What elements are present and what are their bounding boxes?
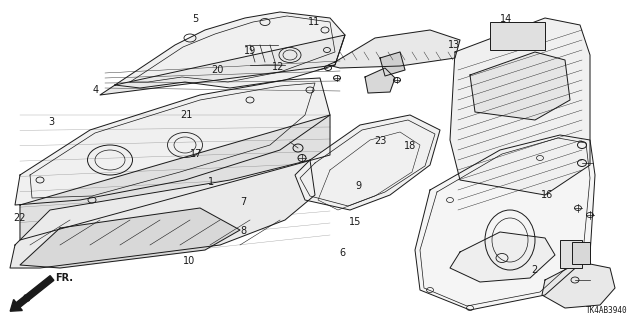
Text: 15: 15 <box>349 217 362 228</box>
Polygon shape <box>542 262 615 308</box>
Polygon shape <box>365 68 395 93</box>
Text: 11: 11 <box>307 17 320 28</box>
Text: 10: 10 <box>182 256 195 266</box>
Text: 16: 16 <box>541 190 554 200</box>
Bar <box>572 242 590 264</box>
Polygon shape <box>295 115 440 210</box>
Text: 3: 3 <box>48 116 54 127</box>
Text: 21: 21 <box>180 110 193 120</box>
Polygon shape <box>450 18 590 195</box>
Text: 7: 7 <box>240 196 246 207</box>
Polygon shape <box>415 135 595 310</box>
Text: 18: 18 <box>403 140 416 151</box>
Text: 1: 1 <box>208 177 214 188</box>
Text: FR.: FR. <box>55 273 73 283</box>
Text: 4: 4 <box>93 84 99 95</box>
Text: 5: 5 <box>192 14 198 24</box>
Polygon shape <box>380 52 405 76</box>
Text: 20: 20 <box>211 65 224 76</box>
Text: 14: 14 <box>499 14 512 24</box>
Bar <box>490 22 545 50</box>
Polygon shape <box>328 30 460 68</box>
Polygon shape <box>450 232 555 282</box>
FancyArrow shape <box>10 276 54 311</box>
Polygon shape <box>115 12 345 88</box>
Polygon shape <box>15 78 330 205</box>
Text: TK4AB3940: TK4AB3940 <box>586 306 628 315</box>
Text: 19: 19 <box>243 46 256 56</box>
Text: 22: 22 <box>13 212 26 223</box>
Text: 6: 6 <box>339 248 346 258</box>
Text: 8: 8 <box>240 226 246 236</box>
Polygon shape <box>20 115 330 240</box>
Bar <box>560 240 582 268</box>
Polygon shape <box>100 35 345 95</box>
Polygon shape <box>10 160 315 268</box>
Polygon shape <box>470 52 570 120</box>
Text: 12: 12 <box>272 62 285 72</box>
Text: 9: 9 <box>355 180 362 191</box>
Text: 17: 17 <box>190 148 203 159</box>
Text: 2: 2 <box>531 265 538 276</box>
Polygon shape <box>20 208 240 268</box>
Text: 23: 23 <box>374 136 387 146</box>
Text: 13: 13 <box>448 40 461 50</box>
